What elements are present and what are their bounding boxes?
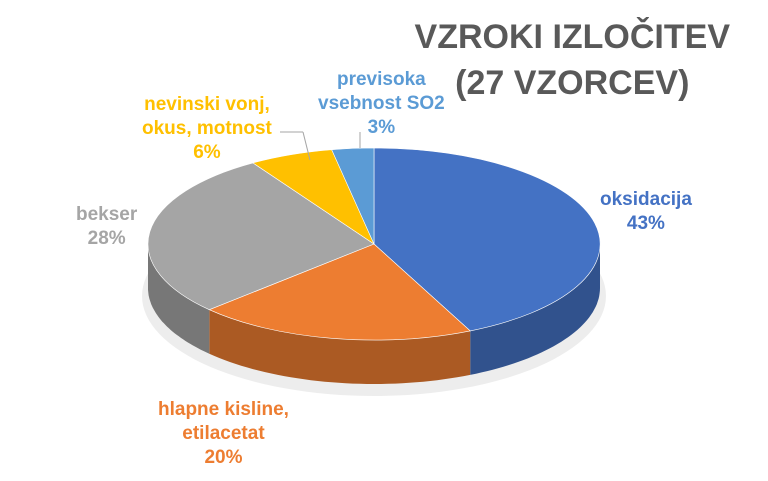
label-oksidacija: oksidacija 43% [600,188,692,236]
label-bekser-percent: 28% [87,228,126,249]
pie-side-1 [209,309,471,384]
label-hlapne-kisline-text-1: hlapne kisline, [158,399,289,420]
label-nevinski-vonj: nevinski vonj, okus, motnost 6% [142,93,272,165]
chart-title-line2: (27 VZORCEV) [455,64,690,102]
label-previsoka-percent: 3% [367,117,396,138]
label-hlapne-kisline: hlapne kisline, etilacetat 20% [158,398,289,470]
pie-slice-2 [147,162,375,311]
label-nevinski-vonj-text-2: okus, motnost [142,118,272,139]
label-nevinski-vonj-text-1: nevinski vonj, [144,94,270,115]
label-nevinski-vonj-percent: 6% [193,142,221,163]
label-hlapne-kisline-text-2: etilacetat [182,423,265,444]
pie-side-2 [148,244,210,354]
label-previsoka-text-2: vsebnost SO2 [318,93,445,114]
chart-title: VZROKI IZLOČITEV (27 VZORCEV) [415,14,730,106]
pie-slice-0 [373,147,601,332]
label-previsoka-text-1: previsoka [336,69,426,90]
label-previsoka-so2: previsoka vsebnost SO2 3% [318,68,445,140]
label-hlapne-kisline-percent: 20% [204,447,243,468]
chart-title-line1: VZROKI IZLOČITEV [414,18,730,56]
pie-slice-4 [331,147,375,245]
pie-slice-1 [208,243,471,341]
label-bekser: bekser 28% [76,203,137,251]
label-oksidacija-percent: 43% [626,213,665,234]
label-bekser-text: bekser [76,204,138,225]
label-oksidacija-text: oksidacija [600,189,692,210]
pie-side-0 [470,244,600,375]
